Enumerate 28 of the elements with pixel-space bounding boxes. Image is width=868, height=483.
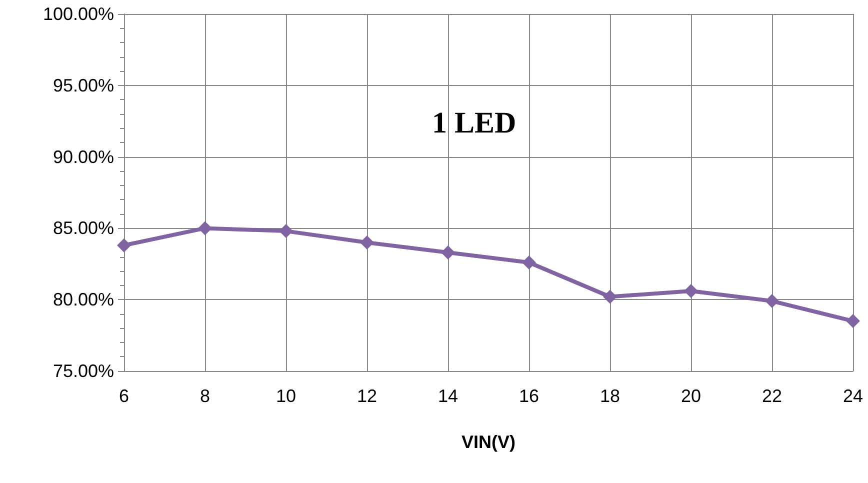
x-tick-label: 22 <box>762 386 782 406</box>
x-tick-label: 10 <box>276 386 296 406</box>
point <box>117 238 131 252</box>
point <box>684 284 698 298</box>
point <box>198 221 212 236</box>
point <box>441 245 455 260</box>
annotation: 1 LED <box>432 106 516 140</box>
point <box>522 255 536 270</box>
y-tick-label: 90.00% <box>52 146 114 167</box>
point <box>360 235 374 250</box>
x-tick-label: 6 <box>118 386 130 406</box>
x-tick-label: 24 <box>842 386 864 406</box>
x-axis-title: VIN(V) <box>462 432 516 452</box>
x-tick-label: 16 <box>518 386 540 406</box>
y-tick-label: 80.00% <box>52 290 114 310</box>
point <box>603 290 617 304</box>
point <box>279 224 293 238</box>
y-tick-label: 95.00% <box>52 75 114 96</box>
x-tick-label: 18 <box>600 386 620 406</box>
y-tick-label: 85.00% <box>52 218 114 238</box>
x-tick-label: 14 <box>438 386 458 406</box>
x-tick-label: 12 <box>356 386 378 406</box>
x-tick-label: 8 <box>200 386 210 406</box>
point <box>846 314 860 328</box>
y-tick-label: 75.00% <box>52 361 114 381</box>
y-tick-label: 100.00% <box>42 4 114 24</box>
point <box>765 294 779 308</box>
x-tick-label: 20 <box>680 386 702 406</box>
